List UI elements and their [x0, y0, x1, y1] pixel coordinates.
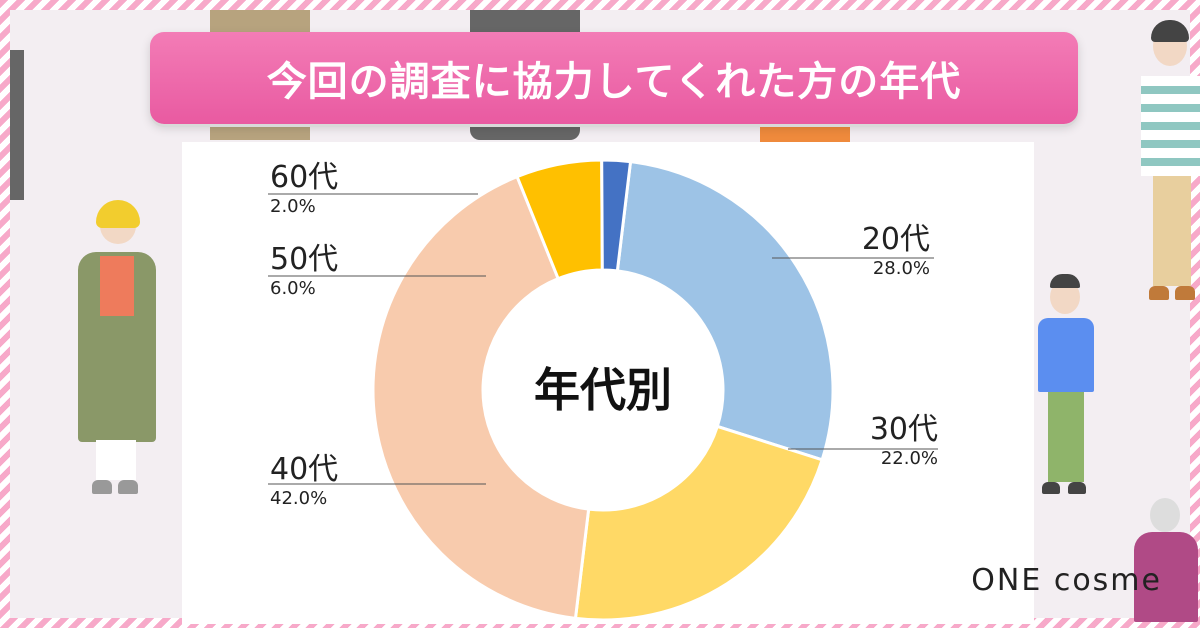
chart-title: 今回の調査に協力してくれた方の年代: [266, 59, 962, 105]
label-60-pct: 2.0%: [270, 196, 316, 217]
label-30: 30代 22.0%: [870, 414, 938, 470]
label-60-name: 60代: [270, 160, 339, 195]
donut-segment-30代: [573, 424, 825, 622]
title-banner: 今回の調査に協力してくれた方の年代: [150, 32, 1078, 124]
label-20: 20代 28.0%: [862, 224, 930, 280]
donut-segment-20代: [615, 159, 835, 462]
label-30-name: 30代: [869, 412, 938, 447]
label-60: 60代 2.0%: [270, 162, 338, 218]
label-20-name: 20代: [861, 222, 930, 257]
label-40-pct: 42.0%: [270, 488, 328, 509]
person-illustration-right: [1028, 272, 1108, 502]
label-50: 50代 6.0%: [270, 244, 338, 300]
background: 今回の調査に協力してくれた方の年代 年代別 60代 2.0% 50代 6.0% …: [10, 10, 1200, 624]
label-40: 40代 42.0%: [270, 454, 338, 510]
label-50-name: 50代: [270, 242, 339, 277]
person-illustration-left: [70, 200, 160, 500]
label-20-pct: 28.0%: [872, 258, 930, 279]
donut-segment-40代: [371, 174, 591, 621]
label-40-name: 40代: [270, 452, 339, 487]
donut-segment-60代: [600, 158, 633, 273]
label-30-pct: 22.0%: [880, 448, 938, 469]
donut-center-label: 年代別: [534, 363, 672, 417]
person-illustration-bottom-right: [1130, 496, 1200, 626]
person-illustration-top-right: [1135, 20, 1200, 310]
label-50-pct: 6.0%: [270, 278, 316, 299]
person-illustration-left-edge: [10, 50, 30, 250]
brand-logo: ONE cosme: [971, 563, 1162, 598]
donut-chart: 年代別: [268, 158, 938, 622]
chart-panel: 年代別 60代 2.0% 50代 6.0% 40代 42.0% 20代 28.0…: [182, 142, 1034, 624]
